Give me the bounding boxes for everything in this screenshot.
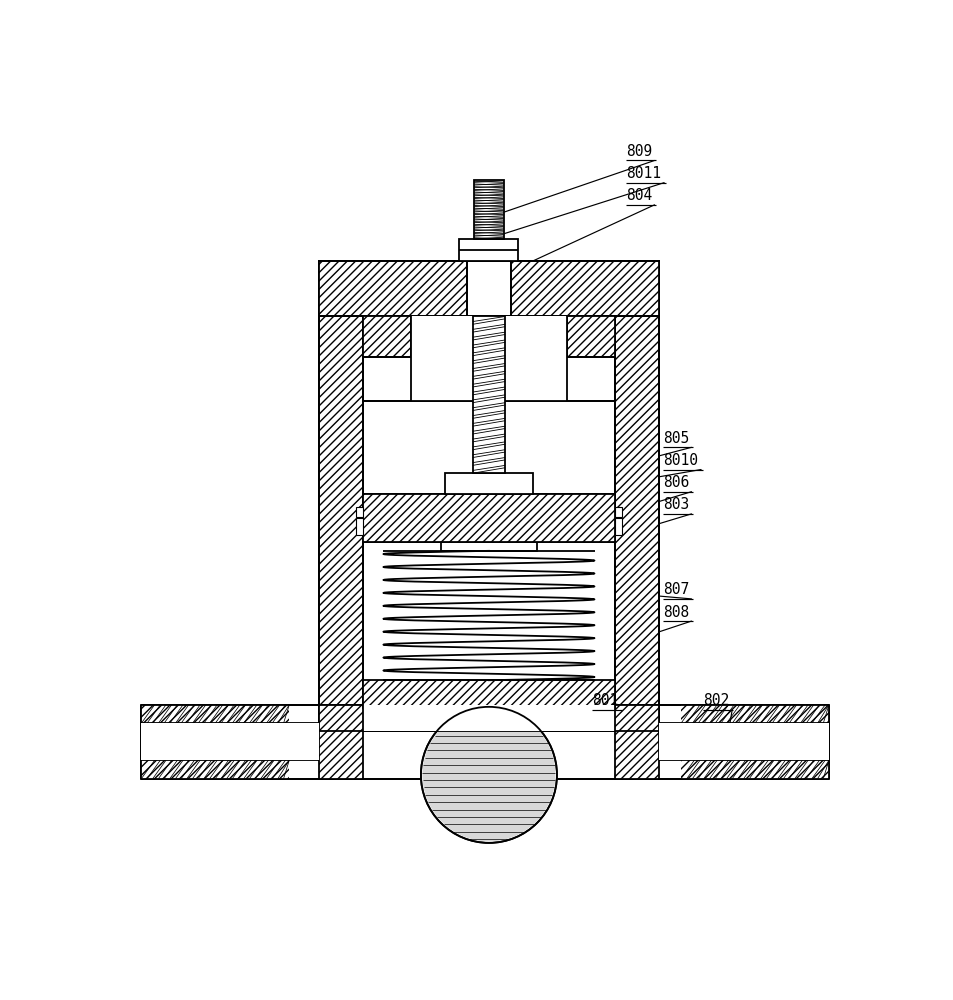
- Bar: [141, 723, 318, 760]
- Bar: [363, 316, 411, 357]
- Bar: [680, 760, 828, 779]
- Bar: [614, 261, 659, 731]
- Bar: [614, 518, 621, 535]
- Bar: [363, 316, 614, 401]
- Bar: [363, 680, 614, 708]
- Bar: [472, 316, 505, 473]
- Text: 808: 808: [662, 605, 688, 620]
- Bar: [474, 180, 503, 239]
- Bar: [318, 261, 466, 316]
- Bar: [566, 316, 614, 357]
- Text: 8011: 8011: [625, 166, 660, 181]
- Bar: [411, 316, 566, 401]
- Circle shape: [422, 708, 555, 841]
- Bar: [363, 316, 411, 357]
- Bar: [511, 261, 659, 316]
- Bar: [363, 494, 614, 542]
- Bar: [318, 708, 659, 731]
- Bar: [141, 705, 828, 779]
- Bar: [318, 261, 363, 731]
- Text: 806: 806: [662, 475, 688, 490]
- Bar: [141, 705, 289, 723]
- Text: 8010: 8010: [662, 453, 697, 468]
- Bar: [440, 542, 537, 551]
- Bar: [142, 723, 827, 760]
- Bar: [444, 473, 533, 494]
- Bar: [363, 494, 614, 542]
- Text: 807: 807: [662, 582, 688, 597]
- Bar: [659, 723, 828, 760]
- Bar: [459, 239, 518, 261]
- Bar: [363, 494, 614, 542]
- Text: 805: 805: [662, 431, 688, 446]
- Bar: [614, 507, 621, 517]
- Text: 801: 801: [592, 693, 618, 708]
- Bar: [511, 261, 659, 316]
- Bar: [566, 316, 614, 357]
- Bar: [141, 760, 289, 779]
- Bar: [355, 507, 363, 517]
- Circle shape: [420, 707, 557, 843]
- Bar: [355, 518, 363, 535]
- Bar: [318, 261, 363, 731]
- Bar: [364, 261, 613, 708]
- Bar: [318, 261, 659, 731]
- Text: 804: 804: [625, 188, 651, 203]
- Bar: [614, 261, 659, 731]
- Bar: [318, 261, 466, 316]
- Text: 802: 802: [702, 693, 729, 708]
- Bar: [318, 261, 659, 731]
- Bar: [318, 705, 363, 779]
- Bar: [318, 705, 659, 731]
- Bar: [318, 705, 659, 731]
- Text: 803: 803: [662, 497, 688, 512]
- Bar: [680, 705, 828, 723]
- Bar: [318, 708, 659, 731]
- Bar: [614, 705, 659, 779]
- Bar: [614, 705, 659, 779]
- Bar: [363, 680, 614, 708]
- Bar: [318, 705, 363, 779]
- Bar: [363, 705, 614, 731]
- Text: 809: 809: [625, 144, 651, 159]
